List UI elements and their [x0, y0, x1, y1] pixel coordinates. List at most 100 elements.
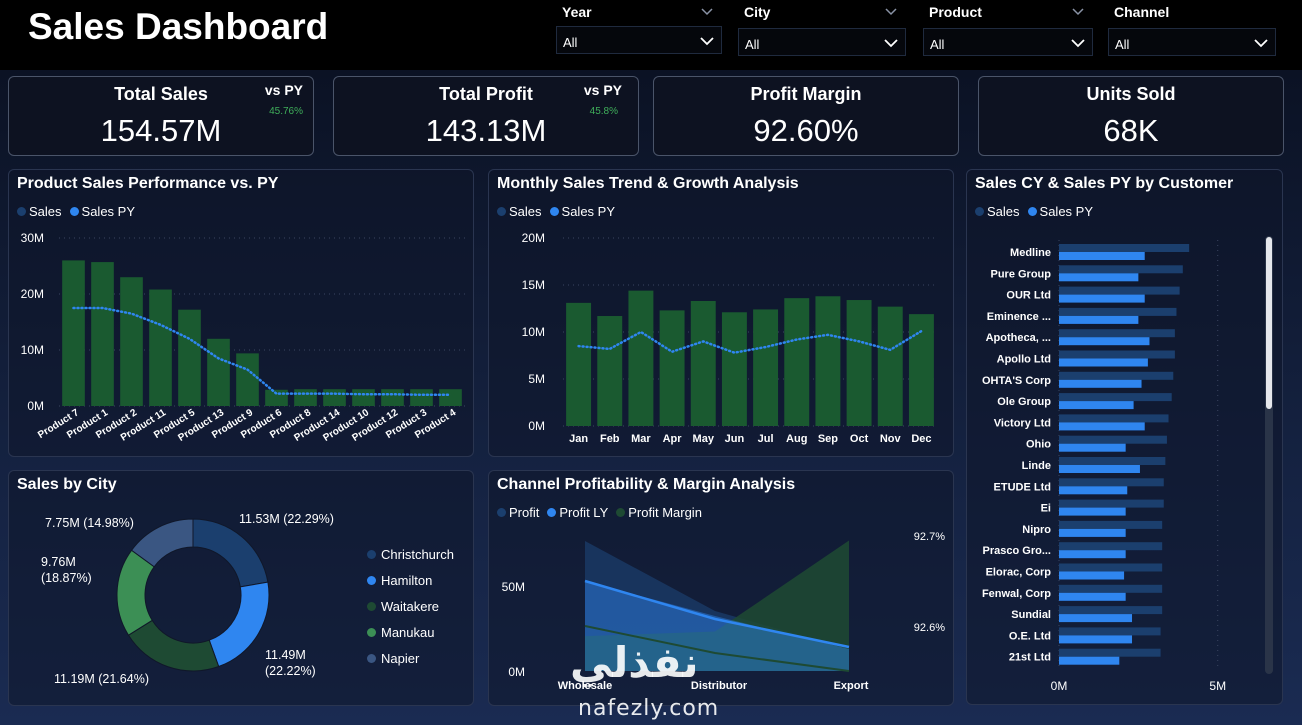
kpi-title: Units Sold [1086, 84, 1176, 104]
bar-sales [753, 309, 779, 426]
donut-slice [208, 581, 270, 668]
bar-sales [294, 389, 317, 406]
legend-item-sales-py[interactable]: Sales PY [69, 204, 135, 219]
kpi-profit-margin: Profit Margin 92.60% [653, 76, 959, 156]
bar-sales-py [1059, 379, 1142, 388]
legend-item-sales[interactable]: Sales [17, 204, 62, 219]
chevron-down-icon[interactable] [883, 35, 899, 51]
kpi-value: 68K [1103, 113, 1159, 148]
y-tick-label: Ei [1041, 503, 1051, 515]
slicer-channel-dropdown[interactable]: All [1108, 28, 1276, 56]
slicer-year-label: Year [562, 4, 592, 20]
line-profit-ly [584, 579, 850, 649]
bar-sales-py [1059, 550, 1126, 559]
chevron-down-icon[interactable] [884, 4, 898, 18]
y-tick-label: Fenwal, Corp [982, 588, 1051, 600]
y-tick-label: 30M [21, 231, 44, 245]
bar-sales [597, 316, 623, 426]
bar-sales [1059, 307, 1177, 316]
bar-sales-py [1059, 507, 1126, 516]
chart-legend: Profit Profit LY Profit Margin [497, 505, 702, 520]
panel-title: Product Sales Performance vs. PY [17, 175, 279, 192]
y2-tick-label: 92.7% [914, 531, 945, 543]
data-label: (18.87%) [41, 571, 92, 585]
x-tick-label: Jun [725, 433, 745, 445]
slicer-year[interactable]: Year All [556, 0, 722, 60]
legend-dot [367, 549, 376, 559]
kpi-value: 92.60% [753, 113, 859, 148]
legend-dot [367, 627, 376, 637]
y-tick-label: 5M [528, 372, 545, 386]
chevron-down-icon[interactable] [700, 4, 714, 18]
kpi-title: Total Profit [439, 84, 533, 104]
panel-sales-by-city: Sales by City 11.53M (22.29%) 11.49M (22.2… [8, 470, 474, 706]
legend-item-sales[interactable]: Sales [497, 204, 542, 219]
panel-title: Channel Profitability & Margin Analysis [497, 476, 796, 493]
y-tick-label: Sundial [1011, 609, 1051, 621]
bar-sales [659, 310, 685, 426]
y-tick-label: 10M [21, 343, 44, 357]
legend-item-city[interactable]: Christchurch [367, 541, 454, 567]
y-tick-label: 20M [522, 231, 545, 245]
slicer-product-value: All [930, 37, 945, 52]
bar-sales [1059, 520, 1163, 529]
bar-sales-py [1059, 656, 1120, 665]
y-tick-label: 0M [508, 665, 525, 679]
y-tick-label: Elorac, Corp [986, 567, 1052, 579]
bar-sales [908, 314, 934, 426]
bar-sales [236, 353, 259, 406]
x-tick-label: Sep [818, 433, 838, 445]
chevron-down-icon[interactable] [699, 33, 715, 49]
legend-item-city[interactable]: Napier [367, 645, 454, 671]
bar-sales [1059, 584, 1163, 593]
donut-slice [127, 619, 220, 672]
slicer-city-dropdown[interactable]: All [738, 28, 906, 56]
panel-title: Sales by City [17, 476, 117, 493]
y-tick-label: Nipro [1022, 524, 1051, 536]
bar-sales [1059, 627, 1161, 636]
chevron-down-icon[interactable] [1070, 35, 1086, 51]
slicer-product[interactable]: Product All [923, 0, 1093, 60]
y-tick-label: Apollo Ltd [997, 354, 1051, 366]
legend-item-city[interactable]: Hamilton [367, 567, 454, 593]
chart-legend: Sales Sales PY [17, 204, 135, 219]
kpi-value: 154.57M [100, 113, 222, 148]
slicer-city-label: City [744, 4, 771, 20]
slicer-product-dropdown[interactable]: All [923, 28, 1093, 56]
bar-sales [784, 298, 810, 426]
slicer-city[interactable]: City All [738, 0, 906, 60]
chevron-down-icon[interactable] [1071, 4, 1085, 18]
slicer-channel[interactable]: Channel All [1108, 0, 1276, 60]
legend-item-sales-py[interactable]: Sales PY [549, 204, 615, 219]
legend-label: Waitakere [381, 598, 440, 614]
y-tick-label: Ohio [1026, 439, 1051, 451]
legend-item-profit[interactable]: Profit [497, 505, 539, 520]
x-tick-label: Feb [600, 433, 620, 445]
bar-sales [1059, 393, 1172, 402]
slicer-year-dropdown[interactable]: All [556, 26, 722, 54]
bar-sales [1059, 478, 1164, 487]
x-tick-label: Aug [786, 433, 807, 445]
y-tick-label: Prasco Gro... [983, 545, 1051, 557]
line-sales-py [577, 329, 923, 354]
area-profit-margin [585, 540, 849, 671]
page-title: Sales Dashboard [28, 6, 329, 47]
legend-item-profit-ly[interactable]: Profit LY [547, 505, 608, 520]
bar-sales-py [1059, 592, 1126, 601]
legend-item-profit-margin[interactable]: Profit Margin [616, 505, 702, 520]
legend-item-city[interactable]: Waitakere [367, 593, 454, 619]
y-tick-label: Ole Group [997, 396, 1051, 408]
legend-item-sales-py[interactable]: Sales PY [1027, 204, 1093, 219]
panel-channel-profitability: Channel Profitability & Margin Analysis … [488, 470, 954, 706]
bar-sales-py [1059, 422, 1145, 431]
data-label: 11.49M [265, 648, 306, 662]
y-tick-label: ETUDE Ltd [994, 481, 1051, 493]
y-tick-label: O.E. Ltd [1009, 630, 1051, 642]
chevron-down-icon[interactable] [1253, 35, 1269, 51]
legend-item-city[interactable]: Manukau [367, 619, 454, 645]
kpi-vs-label: vs PY [583, 82, 622, 98]
bar-sales [381, 389, 404, 406]
kpi-units-sold: Units Sold 68K [978, 76, 1284, 156]
scrollbar-thumb[interactable] [1266, 237, 1272, 409]
legend-item-sales[interactable]: Sales [975, 204, 1020, 219]
